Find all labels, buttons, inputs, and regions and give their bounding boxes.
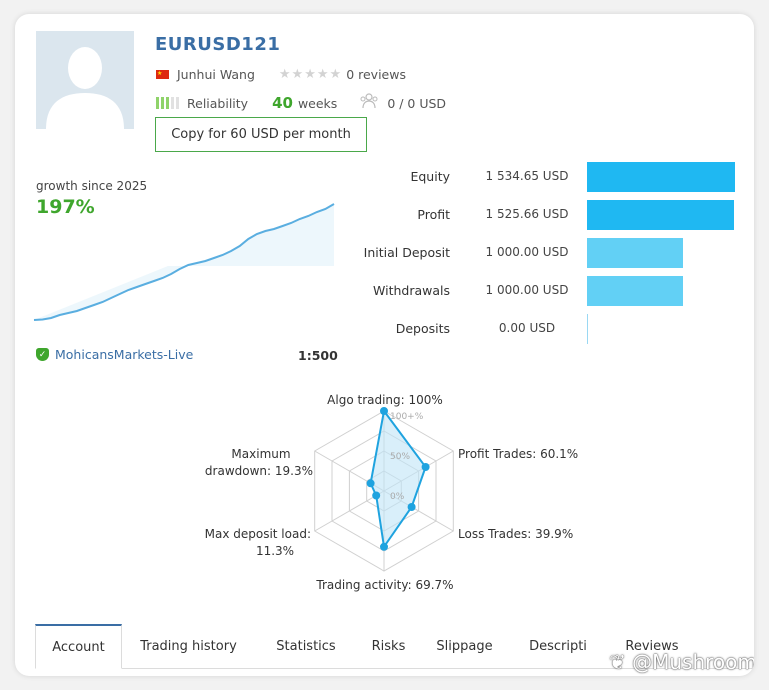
stat-bar[interactable] [587,238,683,268]
growth-sparkline[interactable] [33,200,338,325]
reviews-count[interactable]: 0 reviews [346,67,406,82]
radar-label-profit: Profit Trades: 60.1% [458,447,578,461]
rating-stars-icon: ★★★★★ [278,67,343,82]
tab-reviews[interactable]: Reviews [625,638,679,654]
radar-label-activity: Trading activity: 69.7% [315,578,453,592]
radar-label-load-1: Max deposit load: [205,527,311,541]
radar-point[interactable] [372,491,381,500]
reliability-label: Reliability [187,95,249,111]
stat-row: Equity 1 534.65 USD [315,162,754,192]
growth-area [34,204,334,320]
radar-tick-0: 0% [390,492,405,502]
tab-slippage[interactable]: Slippage [436,638,493,654]
stat-bar[interactable] [587,314,588,344]
tab-bar: Account Trading history Statistics Risks Sli… [35,624,754,669]
stat-label: Profit [417,207,450,222]
stat-value: 1 000.00 USD [485,283,569,297]
radar-label-dd-1: Maximum [231,447,290,461]
tab-descripti[interactable]: Descripti [529,638,587,654]
radar-label-load-2: 11.3% [256,544,294,558]
stat-row: Deposits 0.00 USD [315,314,754,344]
owner-row: Junhui Wang ★★★★★ 0 reviews [156,67,406,82]
broker-name[interactable]: MohicansMarkets-Live [55,347,194,362]
subscribers-value: 0 / 0 USD [387,95,447,111]
owner-name[interactable]: Junhui Wang [177,67,255,82]
radar-label-dd-2: drawdown: 19.3% [205,464,313,478]
stat-label: Equity [410,169,450,184]
radar-tick-100: 100+% [390,412,424,422]
stat-value: 1 525.66 USD [485,207,569,221]
weeks-label: weeks [297,95,338,111]
growth-line [33,203,335,321]
stat-value: 1 534.65 USD [485,169,569,183]
china-flag-icon [156,70,169,79]
avatar[interactable] [36,31,134,129]
broker-row[interactable]: ✓ MohicansMarkets-Live [36,347,193,362]
stat-bar[interactable] [587,200,734,230]
radar-point[interactable] [380,542,388,551]
stat-bar[interactable] [587,276,683,306]
radar-tick-50: 50% [390,452,410,462]
stat-label: Deposits [395,321,450,336]
radar-point[interactable] [380,407,388,415]
radar-point[interactable] [421,463,430,471]
radar-point[interactable] [366,479,375,488]
reliability-bars-icon [156,97,179,109]
radar-chart: 100+% 50% 0% Algo trading: 100% Profit T… [205,393,579,592]
verified-shield-icon: ✓ [36,348,49,361]
stat-label: Withdrawals [373,283,450,298]
radar-value-polygon [369,408,427,550]
signal-name[interactable]: EURUSD121 [155,34,281,55]
tab-trading-history[interactable]: Trading history [140,638,237,654]
tab-statistics[interactable]: Statistics [276,638,336,654]
leverage-value: 1:500 [298,348,338,363]
radar-label-loss: Loss Trades: 39.9% [458,527,573,541]
stat-row: Profit 1 525.66 USD [315,200,754,230]
radar-axis-line [314,490,385,532]
copy-subscribe-button[interactable]: Copy for 60 USD per month [155,117,367,152]
stat-row: Initial Deposit 1 000.00 USD [315,238,754,268]
stat-label: Initial Deposit [363,245,450,260]
subscribers-icon [359,93,379,113]
stat-bar[interactable] [587,162,735,192]
stat-row: Withdrawals 1 000.00 USD [315,276,754,306]
tab-risks[interactable]: Risks [371,638,406,654]
reliability-row: Reliability 40 weeks 0 / 0 USD [156,93,446,113]
watermark-text: ❦ @Mushroom [609,650,754,674]
user-silhouette-icon [36,31,134,129]
stat-value: 0.00 USD [498,321,556,335]
stat-value: 1 000.00 USD [485,245,569,259]
growth-label: growth since 2025 [36,179,148,193]
growth-value: 197% [36,196,95,218]
radar-label-algo: Algo trading: 100% [327,393,443,407]
weeks-value: 40 [272,94,293,112]
tab-account[interactable]: Account [35,624,122,669]
radar-point[interactable] [407,503,416,511]
signal-card: EURUSD121 Junhui Wang ★★★★★ 0 reviews Re… [15,14,754,676]
